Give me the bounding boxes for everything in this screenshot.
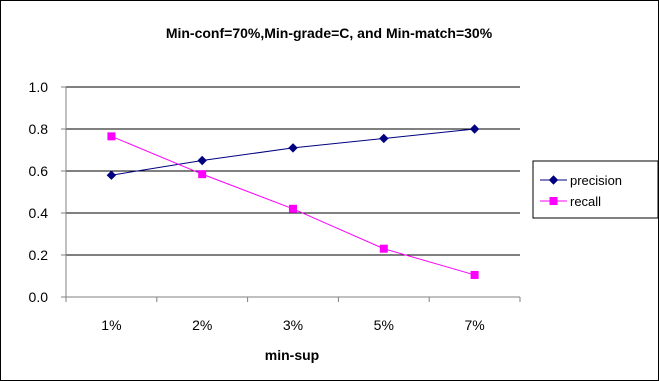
recall-point bbox=[107, 132, 116, 141]
y-tick-label: 0.0 bbox=[29, 289, 49, 305]
gridlines bbox=[66, 86, 520, 256]
x-tick-label: 1% bbox=[101, 317, 121, 333]
precision-point bbox=[469, 124, 480, 134]
precision-point bbox=[288, 143, 298, 153]
x-ticks: 1% 2% 3% 5% 7% bbox=[65, 297, 521, 333]
y-ticks: 0.0 0.2 0.4 0.6 0.8 1.0 bbox=[29, 79, 66, 305]
precision-point bbox=[197, 155, 207, 166]
recall-point bbox=[379, 244, 388, 253]
legend-marker-precision bbox=[548, 175, 559, 185]
chart-title: Min-conf=70%,Min-grade=C, and Min-match=… bbox=[166, 25, 493, 41]
x-tick-label: 2% bbox=[192, 317, 212, 333]
y-tick-label: 1.0 bbox=[29, 79, 49, 95]
recall-point bbox=[198, 170, 207, 179]
series-recall bbox=[107, 132, 479, 279]
x-axis-title: min-sup bbox=[265, 347, 319, 363]
y-tick-label: 0.2 bbox=[29, 247, 49, 263]
y-tick-label: 0.8 bbox=[29, 121, 49, 137]
x-tick-label: 3% bbox=[283, 317, 303, 333]
legend: precision recall bbox=[532, 160, 659, 219]
legend-marker-recall bbox=[549, 197, 558, 205]
series-layer bbox=[106, 124, 480, 279]
legend-label-precision: precision bbox=[570, 173, 622, 188]
y-tick-label: 0.6 bbox=[29, 163, 49, 179]
recall-point bbox=[289, 204, 297, 213]
precision-point bbox=[379, 133, 389, 144]
precision-point bbox=[106, 170, 117, 180]
y-tick-label: 0.4 bbox=[29, 205, 49, 221]
legend-label-recall: recall bbox=[570, 194, 601, 209]
legend-box bbox=[532, 160, 659, 219]
x-tick-label: 5% bbox=[374, 317, 394, 333]
series-precision bbox=[106, 124, 480, 180]
axes bbox=[65, 87, 520, 298]
x-tick-label: 7% bbox=[464, 317, 484, 333]
recall-point bbox=[470, 270, 479, 279]
